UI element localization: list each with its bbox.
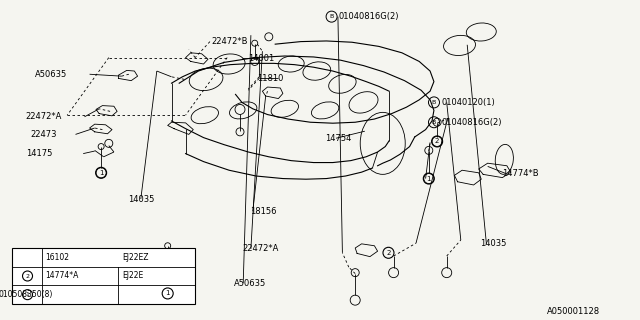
Text: B: B	[432, 120, 436, 125]
Text: EJ22EZ: EJ22EZ	[122, 253, 149, 262]
Text: 14774*B: 14774*B	[502, 169, 539, 178]
Text: A050001128: A050001128	[547, 307, 600, 316]
Text: A50635: A50635	[234, 279, 266, 288]
Text: 01040816G(2): 01040816G(2)	[441, 118, 502, 127]
Text: 16102: 16102	[45, 253, 70, 262]
Text: 14035: 14035	[128, 195, 154, 204]
Text: 22472*B: 22472*B	[211, 37, 248, 46]
Text: 1: 1	[426, 176, 431, 181]
Text: 1: 1	[165, 291, 170, 296]
Bar	[12, 248, 195, 304]
Text: 01040120(1): 01040120(1)	[441, 98, 495, 107]
Text: 010508350(8): 010508350(8)	[0, 290, 52, 299]
Text: 01040816G(2): 01040816G(2)	[339, 12, 399, 21]
Text: 1: 1	[99, 170, 104, 176]
Text: 2: 2	[435, 139, 439, 144]
Text: 14754: 14754	[325, 134, 351, 143]
Text: 18156: 18156	[250, 207, 276, 216]
Text: 14001: 14001	[248, 54, 275, 63]
Text: 14175: 14175	[26, 149, 52, 158]
Text: A50635: A50635	[35, 70, 67, 79]
Text: 2: 2	[26, 274, 29, 278]
Text: B: B	[432, 100, 436, 105]
Text: 14774*A: 14774*A	[45, 271, 79, 281]
Text: 2: 2	[387, 250, 390, 256]
Text: 11810: 11810	[257, 74, 284, 83]
Text: 22473: 22473	[31, 130, 57, 139]
Text: 22472*A: 22472*A	[26, 112, 62, 121]
Text: 1: 1	[26, 292, 29, 297]
Text: B: B	[330, 14, 333, 19]
Text: EJ22E: EJ22E	[122, 271, 143, 281]
Text: 14035: 14035	[480, 239, 506, 248]
Text: 22472*A: 22472*A	[242, 244, 278, 253]
